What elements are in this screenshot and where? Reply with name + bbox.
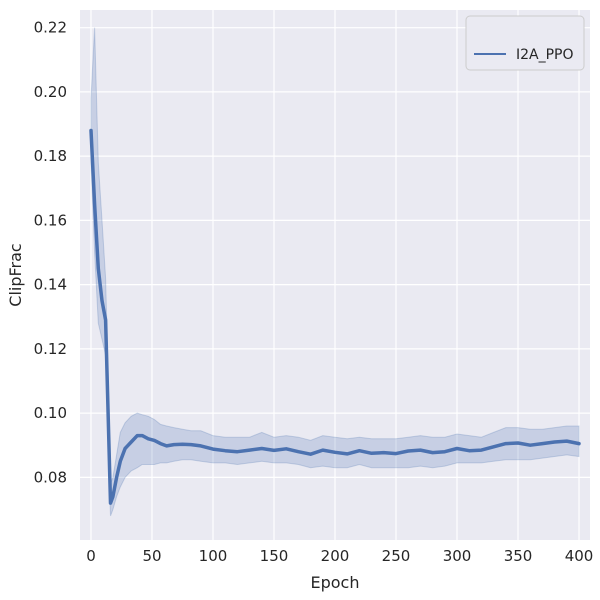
series-line-layer — [89, 128, 581, 505]
confidence-band-layer — [90, 27, 580, 517]
x-tick-label: 250 — [382, 547, 411, 565]
x-tick-label: 50 — [142, 547, 161, 565]
y-tick-label: 0.20 — [34, 83, 67, 101]
legend: I2A_PPO — [465, 15, 585, 71]
x-tick-label: 0 — [86, 547, 96, 565]
y-axis-title: ClipFrac — [6, 243, 25, 306]
x-tick-label: 200 — [321, 547, 350, 565]
y-tick-label: 0.16 — [34, 211, 67, 229]
legend-label: I2A_PPO — [516, 47, 574, 63]
y-tick-label: 0.18 — [34, 147, 67, 165]
legend-box — [465, 15, 585, 71]
y-tick-label: 0.12 — [34, 340, 67, 358]
x-tick-label: 100 — [199, 547, 228, 565]
x-tick-label: 350 — [504, 547, 533, 565]
x-axis-ticks: 0 50 100 150 200 250 300 350 400 — [86, 547, 593, 565]
y-axis-ticks: 0.08 0.10 0.12 0.14 0.16 0.18 0.20 0.22 — [34, 19, 67, 487]
x-tick-label: 300 — [443, 547, 472, 565]
y-tick-label: 0.14 — [34, 276, 67, 294]
y-tick-label: 0.10 — [34, 404, 67, 422]
y-tick-label: 0.22 — [34, 19, 67, 37]
y-tick-label: 0.08 — [34, 468, 67, 486]
series-confidence-band — [90, 27, 580, 517]
x-tick-label: 400 — [565, 547, 594, 565]
series-line-i2a-ppo — [89, 128, 581, 505]
x-axis-title: Epoch — [311, 573, 360, 592]
x-tick-label: 150 — [260, 547, 289, 565]
